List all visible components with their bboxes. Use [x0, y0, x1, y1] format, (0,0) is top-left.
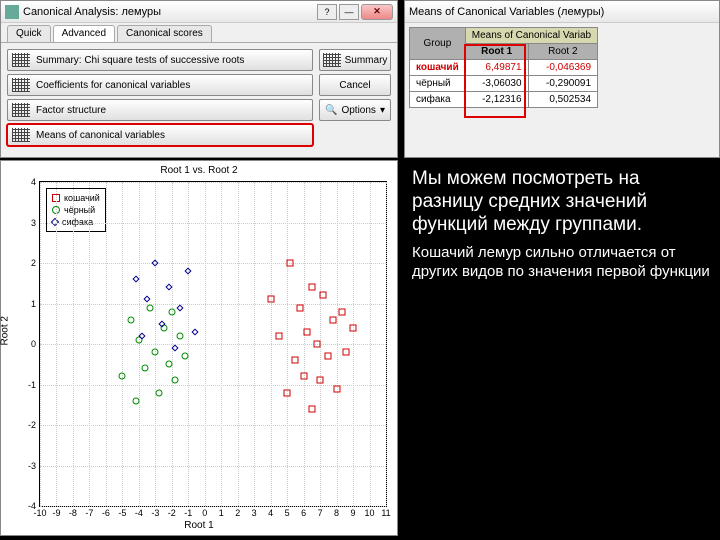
data-point: [177, 304, 184, 311]
canonical-analysis-dialog: Canonical Analysis: лемуры ? — ✕ Quick A…: [0, 0, 398, 158]
data-point: [119, 373, 126, 380]
data-point: [152, 349, 159, 356]
data-point: [308, 405, 315, 412]
data-point: [325, 353, 332, 360]
data-point: [313, 341, 320, 348]
data-point: [142, 365, 149, 372]
data-point: [177, 332, 184, 339]
chart-ylabel: Root 2: [0, 316, 11, 345]
options-button[interactable]: 🔍Options▾: [319, 99, 391, 121]
tab-advanced[interactable]: Advanced: [53, 25, 115, 42]
dialog-title: Canonical Analysis: лемуры: [23, 6, 161, 18]
means-canonical-button[interactable]: Means of canonical variables: [7, 124, 313, 146]
data-point: [308, 284, 315, 291]
data-point: [320, 292, 327, 299]
dialog-titlebar: Canonical Analysis: лемуры ? — ✕: [1, 1, 397, 23]
data-point: [147, 304, 154, 311]
data-point: [168, 308, 175, 315]
data-point: [185, 268, 192, 275]
chart-xlabel: Root 1: [1, 520, 397, 531]
chart-title: Root 1 vs. Root 2: [1, 165, 397, 176]
col-group: Group: [410, 28, 466, 60]
explanation-text: Мы можем посмотреть на разницу средних з…: [398, 160, 720, 538]
data-point: [350, 324, 357, 331]
data-point: [132, 397, 139, 404]
data-point: [284, 389, 291, 396]
grid-icon: [12, 103, 30, 117]
zoom-icon: 🔍: [325, 105, 337, 116]
data-point: [338, 308, 345, 315]
means-table-window: Means of Canonical Variables (лемуры) Gr…: [404, 0, 720, 158]
tab-quick[interactable]: Quick: [7, 25, 51, 42]
data-point: [275, 332, 282, 339]
chart-legend: кошачий чёрный сифака: [46, 188, 106, 232]
data-point: [297, 304, 304, 311]
table-row: сифака -2,12316 0,502534: [410, 92, 598, 108]
data-point: [287, 260, 294, 267]
data-point: [343, 349, 350, 356]
tab-scores[interactable]: Canonical scores: [117, 25, 212, 42]
dialog-tabs: Quick Advanced Canonical scores: [1, 23, 397, 43]
paragraph-1: Мы можем посмотреть на разницу средних з…: [412, 168, 712, 236]
scatter-chart: Root 1 vs. Root 2 Root 2 Root 1 кошачий …: [0, 160, 398, 536]
grid-icon: [12, 53, 30, 67]
data-point: [172, 377, 179, 384]
data-point: [303, 328, 310, 335]
grid-icon: [12, 78, 30, 92]
table-row: чёрный -3,06030 -0,290091: [410, 76, 598, 92]
summary-button[interactable]: Summary: [319, 49, 391, 71]
means-grid: Group Means of Canonical Variab Root 1 R…: [405, 23, 719, 112]
data-point: [127, 316, 134, 323]
help-button[interactable]: ?: [317, 4, 337, 20]
data-point: [300, 373, 307, 380]
factor-structure-button[interactable]: Factor structure: [7, 99, 313, 121]
grid-icon: [323, 53, 341, 67]
data-point: [317, 377, 324, 384]
table-row: кошачий 6,49871 -0,046369: [410, 60, 598, 76]
table-titlebar: Means of Canonical Variables (лемуры): [405, 1, 719, 23]
minimize-button[interactable]: —: [339, 4, 359, 20]
col-main-header: Means of Canonical Variab: [465, 28, 597, 44]
app-icon: [5, 5, 19, 19]
plot-area: кошачий чёрный сифака -10-9-8-7-6-5-4-3-…: [39, 181, 387, 507]
table-title: Means of Canonical Variables (лемуры): [409, 6, 604, 18]
data-point: [292, 357, 299, 364]
close-button[interactable]: ✕: [361, 4, 393, 20]
data-point: [155, 389, 162, 396]
cancel-button[interactable]: Cancel: [319, 74, 391, 96]
paragraph-2: Кошачий лемур сильно отличается от други…: [412, 244, 712, 282]
data-point: [330, 316, 337, 323]
data-point: [267, 296, 274, 303]
grid-icon: [12, 128, 30, 142]
data-point: [144, 296, 151, 303]
data-point: [333, 385, 340, 392]
data-point: [165, 361, 172, 368]
coefficients-button[interactable]: Coefficients for canonical variables: [7, 74, 313, 96]
data-point: [191, 328, 198, 335]
summary-chi-button[interactable]: Summary: Chi square tests of successive …: [7, 49, 313, 71]
means-table: Group Means of Canonical Variab Root 1 R…: [409, 27, 598, 108]
col-root1: Root 1: [465, 44, 528, 60]
col-root2: Root 2: [528, 44, 598, 60]
data-point: [181, 353, 188, 360]
data-point: [152, 259, 159, 266]
